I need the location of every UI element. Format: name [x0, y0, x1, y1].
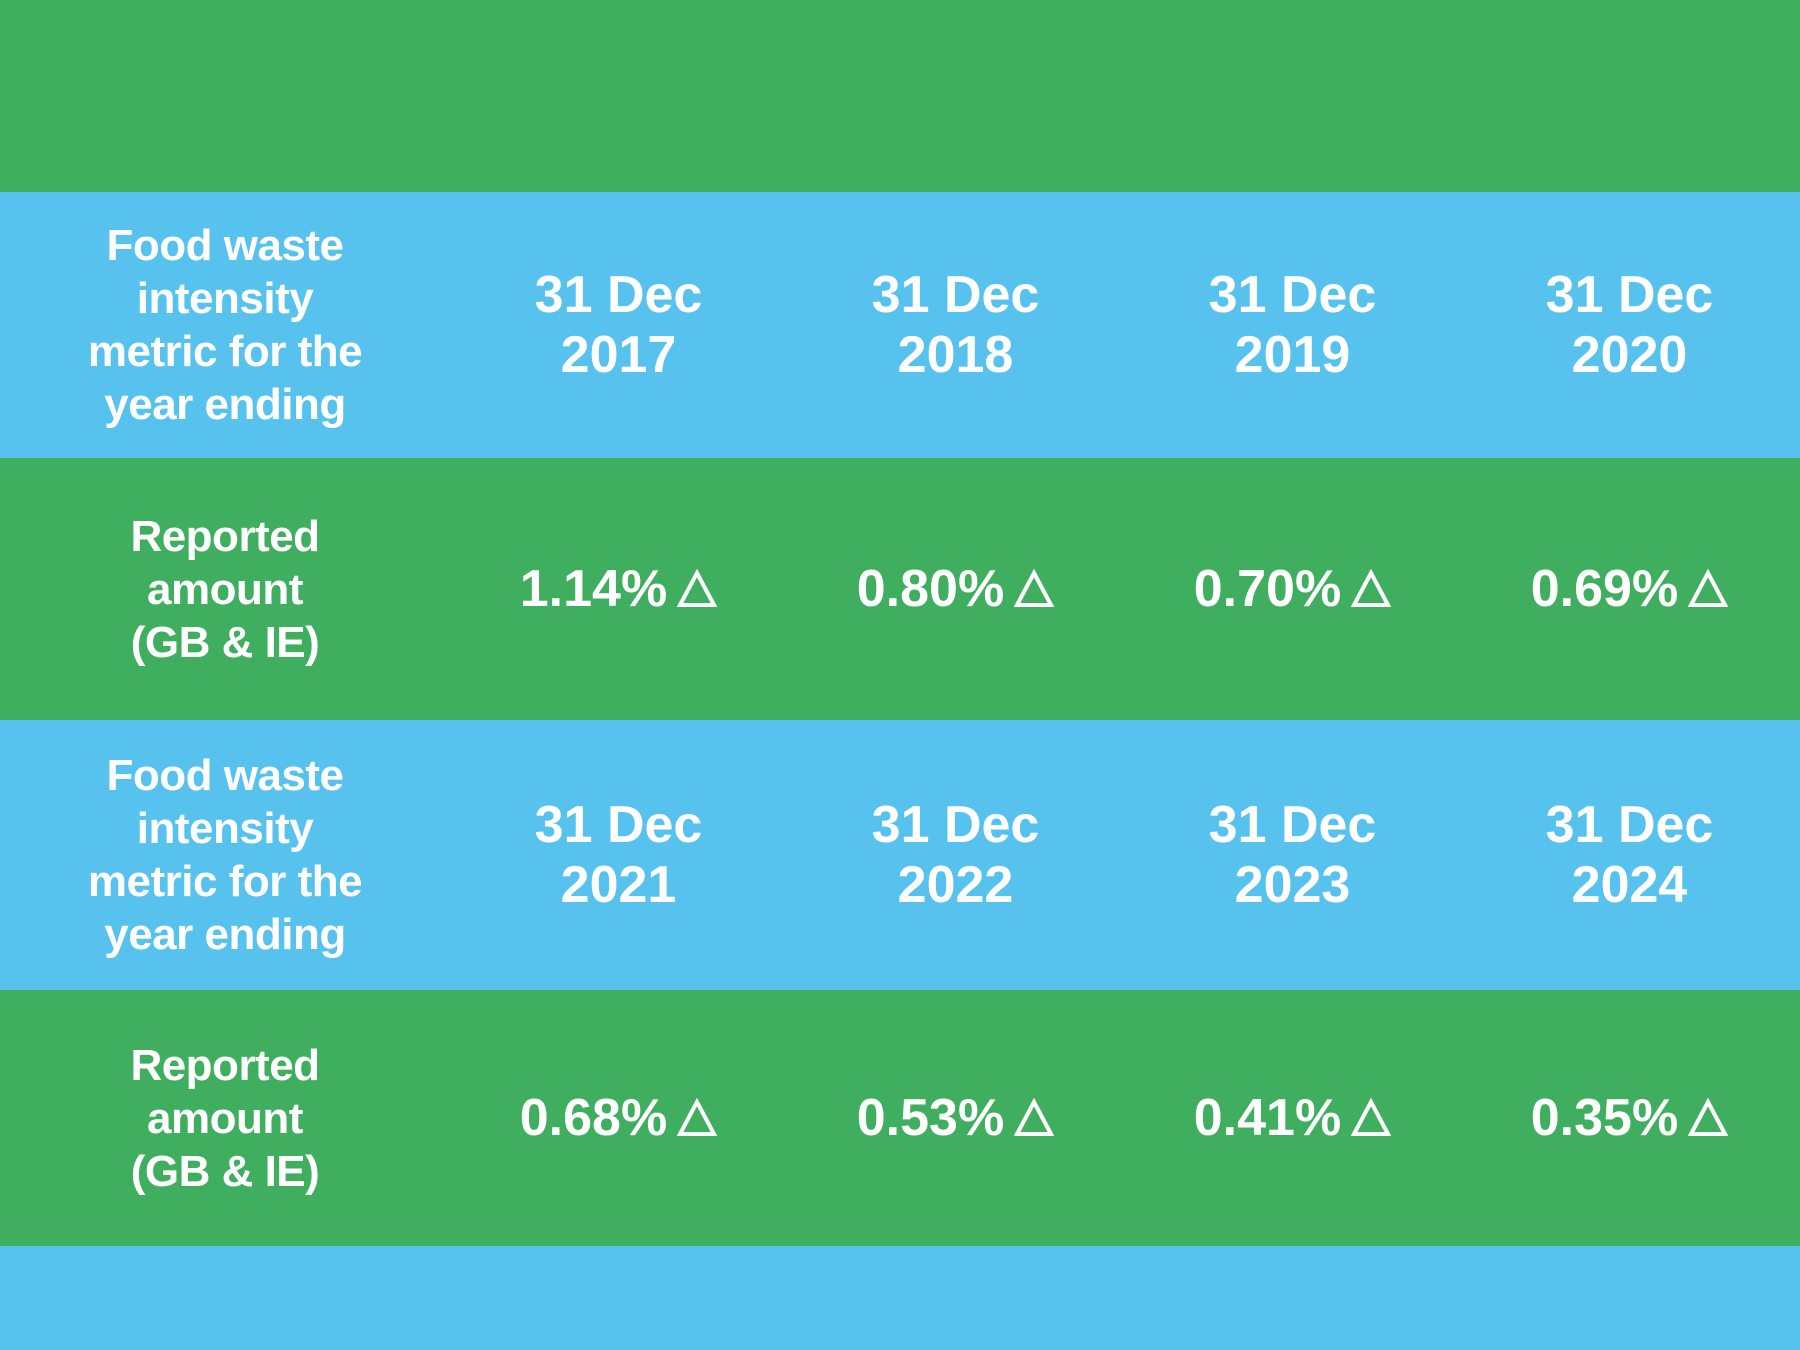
date-cell: 31 Dec 2019: [1208, 266, 1377, 384]
date-cell: 31 Dec 2020: [1545, 266, 1714, 384]
value-cell: 0.35%: [1461, 1088, 1798, 1148]
date-cell: 31 Dec 2017: [534, 266, 703, 384]
value-cell: 0.80%: [787, 559, 1124, 619]
date-cell: 31 Dec 2021: [534, 796, 703, 914]
triangle-outline-icon: [1014, 1098, 1055, 1136]
row-label: Food waste intensity metric for the year…: [87, 221, 363, 429]
value-row-2: Reported amount (GB & IE) 0.68% 0.53% 0.…: [0, 990, 1800, 1246]
top-banner: [0, 0, 1800, 192]
triangle-outline-icon: [677, 1098, 718, 1136]
triangle-outline-icon: [677, 569, 718, 607]
header-row-2: Food waste intensity metric for the year…: [0, 720, 1800, 990]
date-cell: 31 Dec 2018: [871, 266, 1040, 384]
date-cell: 31 Dec 2022: [871, 796, 1040, 914]
row-label: Reported amount (GB & IE): [130, 1040, 320, 1196]
value-cell: 0.53%: [787, 1088, 1124, 1148]
bottom-band: [0, 1246, 1800, 1350]
row-label: Reported amount (GB & IE): [130, 511, 320, 667]
triangle-outline-icon: [1014, 569, 1055, 607]
triangle-outline-icon: [1351, 569, 1392, 607]
value-cell: 0.69%: [1461, 559, 1798, 619]
row-label: Food waste intensity metric for the year…: [87, 751, 363, 959]
value-row-1: Reported amount (GB & IE) 1.14% 0.80% 0.…: [0, 458, 1800, 720]
value-cell: 1.14%: [450, 559, 787, 619]
triangle-outline-icon: [1688, 1098, 1729, 1136]
date-cell: 31 Dec 2023: [1208, 796, 1377, 914]
triangle-outline-icon: [1351, 1098, 1392, 1136]
date-cell: 31 Dec 2024: [1545, 796, 1714, 914]
triangle-outline-icon: [1688, 569, 1729, 607]
value-cell: 0.68%: [450, 1088, 787, 1148]
value-cell: 0.70%: [1124, 559, 1461, 619]
value-cell: 0.41%: [1124, 1088, 1461, 1148]
header-row-1: Food waste intensity metric for the year…: [0, 192, 1800, 458]
